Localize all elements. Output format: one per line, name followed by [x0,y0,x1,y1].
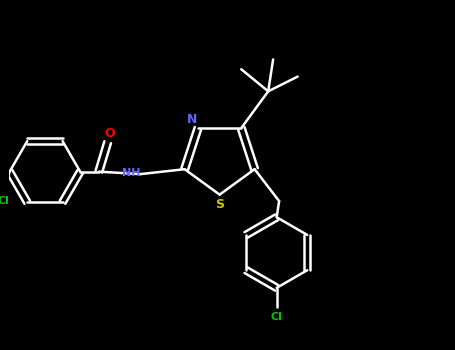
Text: O: O [105,127,116,140]
Text: S: S [215,198,224,211]
Text: Cl: Cl [0,196,10,206]
Text: NH: NH [122,168,141,178]
Text: N: N [187,113,197,126]
Text: Cl: Cl [271,312,283,322]
